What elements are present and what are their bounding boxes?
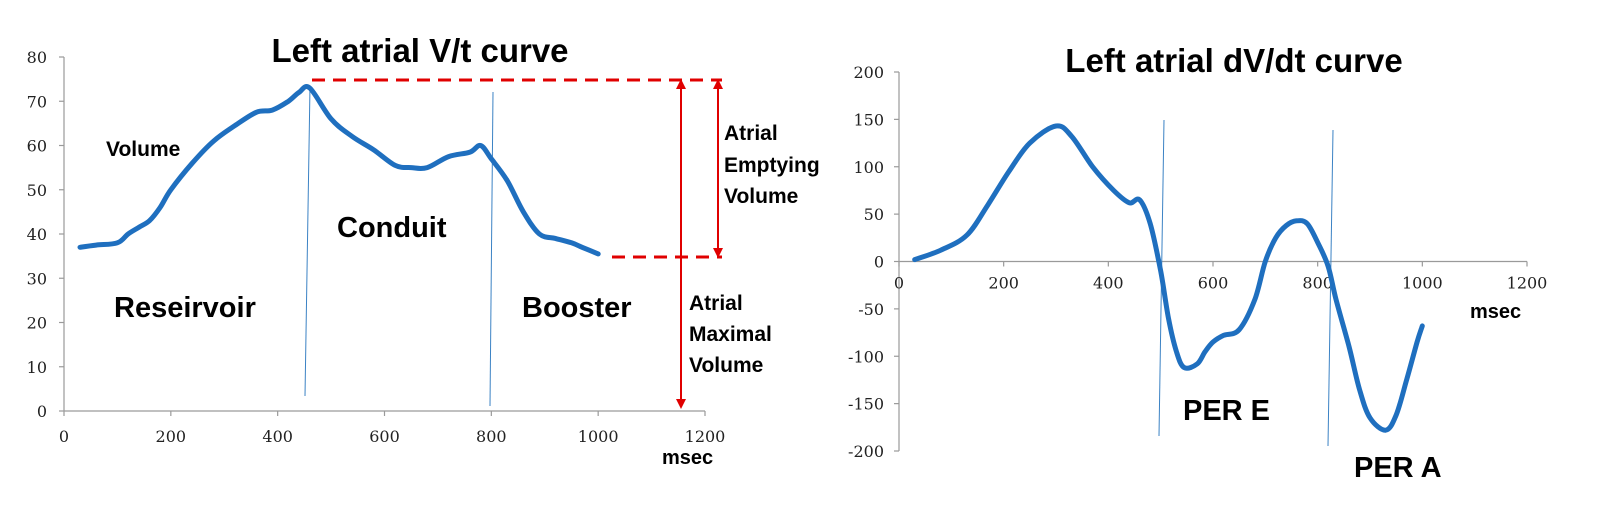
flow-y-tick-label: 50 <box>864 205 884 224</box>
volume-series-label: Volume <box>106 138 180 161</box>
flow-x-tick-label: 400 <box>1093 274 1124 293</box>
flow-x-tick-label: 1000 <box>1402 274 1443 293</box>
volume-x-tick-label: 0 <box>59 427 69 446</box>
volume-y-tick-label: 10 <box>27 358 47 377</box>
conduit-end-marker-line <box>489 91 494 407</box>
flow-y-tick-label: 100 <box>853 158 884 177</box>
volume-chart-phase-markers <box>304 85 494 407</box>
reservoir-phase-label: Reseirvoir <box>114 292 256 324</box>
flow-x-tick-label: 600 <box>1198 274 1229 293</box>
maximal-label-line1: Atrial <box>689 292 743 315</box>
volume-y-tick-label: 70 <box>27 92 47 111</box>
per-e-label: PER E <box>1183 395 1270 427</box>
flow-x-tick-label: 800 <box>1302 274 1333 293</box>
volume-y-tick-label: 30 <box>27 269 47 288</box>
flow-chart-axes <box>894 71 1528 452</box>
volume-y-tick-label: 50 <box>27 181 47 200</box>
volume-x-tick-label: 200 <box>156 427 187 446</box>
flow-x-tick-label: 1200 <box>1507 274 1548 293</box>
emptying-label-line2: Emptying <box>724 154 820 177</box>
flow-y-tick-label: -50 <box>858 300 884 319</box>
flow-chart-title: Left atrial dV/dt curve <box>1065 42 1402 79</box>
booster-phase-label: Booster <box>522 292 632 324</box>
flow-x-tick-label: 200 <box>988 274 1019 293</box>
flow-y-tick-label: 150 <box>853 110 884 129</box>
volume-y-tick-label: 80 <box>27 48 47 67</box>
volume-x-tick-label: 400 <box>262 427 293 446</box>
flow-rate-chart: -200 -150 -100 -50 0 50 100 150 200 0 200 400 600 800… <box>848 42 1547 484</box>
flow-chart-x-unit: msec <box>1470 301 1521 323</box>
volume-y-tick-label: 40 <box>27 225 47 244</box>
volume-y-tick-label: 0 <box>37 402 47 421</box>
flow-rate-curve-line <box>912 123 1425 433</box>
flow-y-tick-label: 200 <box>853 63 884 82</box>
volume-y-tick-label: 60 <box>27 137 47 156</box>
volume-chart-axes <box>59 56 706 416</box>
per-a-label: PER A <box>1354 452 1442 484</box>
volume-y-tick-label: 20 <box>27 314 47 333</box>
volume-x-tick-label: 800 <box>476 427 507 446</box>
volume-x-tick-label: 1200 <box>685 427 726 446</box>
volume-x-tick-label: 600 <box>369 427 400 446</box>
emptying-label-line1: Atrial <box>724 122 778 145</box>
volume-curve-line <box>77 84 601 257</box>
flow-y-tick-label: -150 <box>848 395 884 414</box>
volume-chart-x-unit: msec <box>662 447 713 469</box>
volume-chart-title: Left atrial V/t curve <box>271 32 568 69</box>
per-a-marker-line <box>1327 129 1334 447</box>
flow-chart-tick-labels: -200 -150 -100 -50 0 50 100 150 200 0 200 400 600 800… <box>848 63 1547 461</box>
maximal-label-line3: Volume <box>689 354 763 377</box>
emptying-label-line3: Volume <box>724 185 798 208</box>
conduit-phase-label: Conduit <box>337 212 447 244</box>
flow-x-tick-label: 0 <box>894 274 904 293</box>
flow-y-tick-label: -100 <box>848 347 884 366</box>
volume-x-tick-label: 1000 <box>578 427 619 446</box>
maximal-label-line2: Maximal <box>689 323 772 346</box>
flow-y-tick-label: -200 <box>848 442 884 461</box>
reservoir-end-marker-line <box>304 85 311 397</box>
flow-y-tick-label: 0 <box>874 253 884 272</box>
